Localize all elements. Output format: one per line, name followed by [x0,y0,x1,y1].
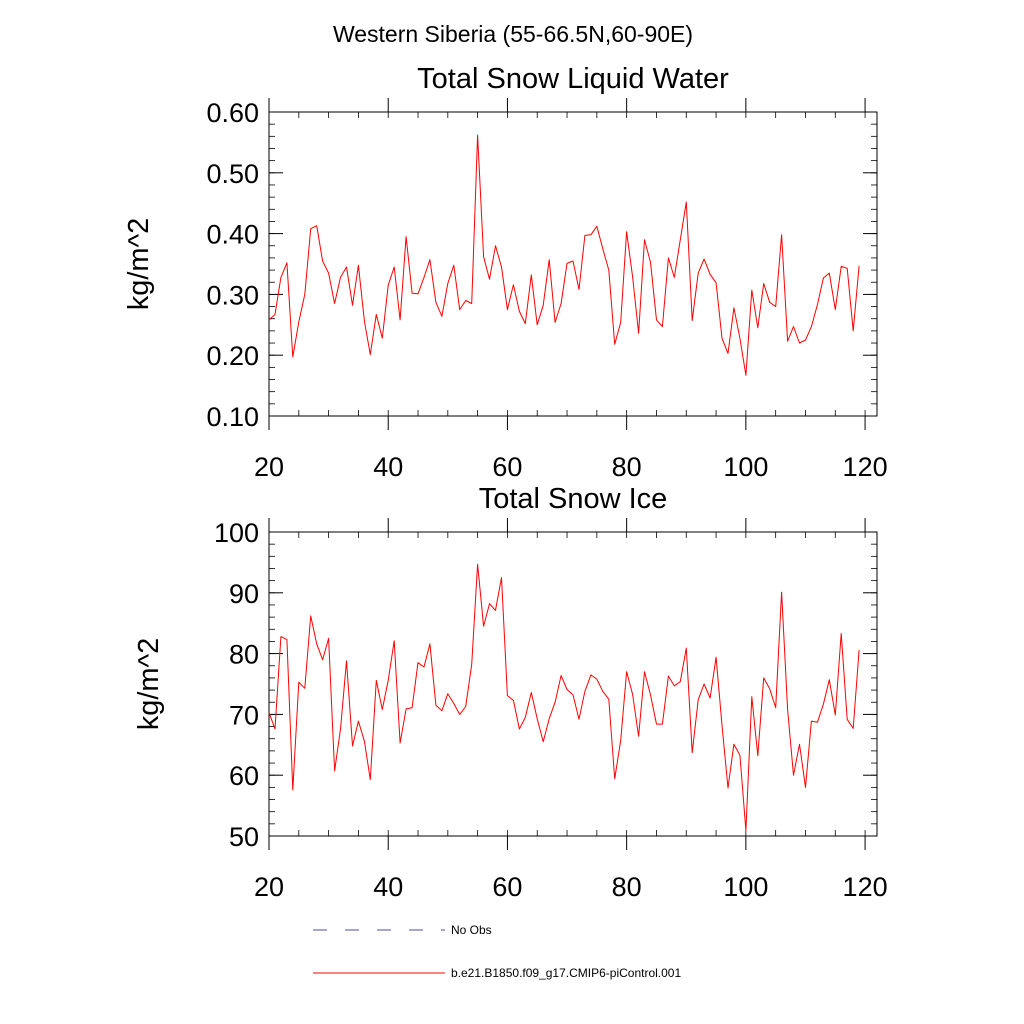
liquid-x-tick-label: 120 [843,452,888,482]
liquid-plot-title: Total Snow Liquid Water [417,63,729,95]
ice-x-tick-label: 20 [254,872,284,902]
ice-x-tick-label: 100 [723,872,768,902]
snow-ice-panel: 50 60 70 80 90 100 20 40 60 80 100 120 kg/m^2 Total S… [133,483,888,902]
liquid-y-tick-label: 0.20 [206,341,259,371]
ice-y-tick-label: 80 [229,640,259,670]
liquid-y-tick-label: 0.50 [206,159,259,189]
ice-x-tick-label: 80 [612,872,642,902]
ice-x-tick-label: 60 [492,872,522,902]
ice-plot-frame [268,531,878,837]
liquid-y-tick-label: 0.10 [206,402,259,432]
liquid-x-tick-label: 80 [612,452,642,482]
liquid-y-tick-label: 0.40 [206,220,259,250]
figure-title: Western Siberia (55-66.5N,60-90E) [333,21,693,47]
ice-y-tick-label: 100 [214,518,259,548]
ice-y-axis-title: kg/m^2 [133,638,165,731]
liquid-x-tick-label: 40 [373,452,403,482]
liquid-series-line [268,134,860,376]
ice-y-tick-label: 50 [229,822,259,852]
legend: No Obs b.e21.B1850.f09_g17.CMIP6-piContr… [313,923,681,980]
ice-series-line [268,563,860,831]
liquid-y-axis-title: kg/m^2 [123,218,155,311]
ice-plot-title: Total Snow Ice [479,483,668,515]
legend-label-no-obs: No Obs [451,923,492,937]
ice-y-tick-label: 60 [229,761,259,791]
liquid-x-tick-label: 100 [723,452,768,482]
ice-x-tick-label: 40 [373,872,403,902]
liquid-x-tick-label: 60 [492,452,522,482]
liquid-y-tick-label: 0.30 [206,280,259,310]
ice-y-tick-label: 70 [229,700,259,730]
liquid-y-tick-label: 0.60 [206,98,259,128]
liquid-plot-frame [268,111,878,417]
ice-y-tick-label: 90 [229,579,259,609]
ice-x-tick-label: 120 [843,872,888,902]
liquid-water-panel: 0.10 0.20 0.30 0.40 0.50 0.60 20 40 60 80 100 120 kg… [123,63,888,482]
legend-label-model-run: b.e21.B1850.f09_g17.CMIP6-piControl.001 [451,966,681,980]
liquid-x-tick-label: 20 [254,452,284,482]
